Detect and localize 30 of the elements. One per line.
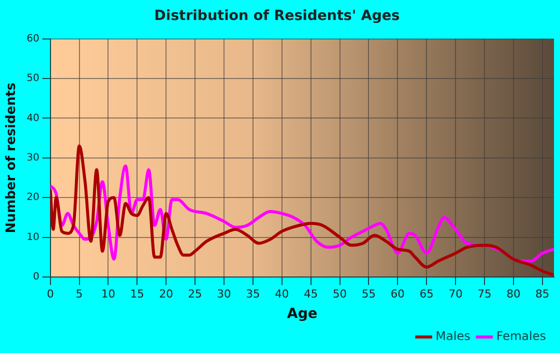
x-tick-label: 0 bbox=[46, 287, 54, 300]
legend-label: Males bbox=[436, 329, 470, 344]
x-tick-label: 15 bbox=[130, 287, 144, 300]
y-tick-label: 50 bbox=[26, 73, 40, 84]
y-tick-label: 10 bbox=[26, 232, 40, 243]
x-tick-label: 45 bbox=[304, 287, 318, 300]
y-tick-label: 40 bbox=[26, 112, 40, 124]
legend-label: Females bbox=[496, 329, 546, 344]
y-axis-title: Number of residents bbox=[4, 82, 20, 234]
x-tick-label: 35 bbox=[246, 287, 260, 300]
chart-title: Distribution of Residents' Ages bbox=[154, 8, 400, 24]
x-tick-label: 20 bbox=[159, 287, 174, 300]
y-tick-label: 60 bbox=[26, 33, 40, 44]
y-tick-label: 30 bbox=[26, 152, 40, 164]
x-tick-label: 60 bbox=[390, 287, 405, 300]
x-tick-label: 70 bbox=[448, 287, 463, 300]
x-tick-label: 5 bbox=[76, 287, 83, 300]
x-tick-label: 40 bbox=[274, 287, 289, 300]
y-tick-label: 0 bbox=[32, 272, 40, 283]
x-tick-label: 75 bbox=[478, 287, 492, 300]
x-tick-label: 80 bbox=[506, 287, 520, 300]
x-tick-label: 55 bbox=[362, 287, 376, 300]
x-tick-label: 10 bbox=[101, 287, 116, 300]
x-tick-label: 25 bbox=[188, 287, 202, 300]
x-tick-label: 85 bbox=[535, 287, 550, 300]
y-tick-label: 20 bbox=[26, 192, 40, 204]
x-tick-label: 65 bbox=[420, 287, 434, 300]
x-tick-label: 30 bbox=[217, 287, 232, 300]
x-tick-label: 50 bbox=[332, 287, 347, 300]
x-axis-title: Age bbox=[286, 306, 318, 322]
